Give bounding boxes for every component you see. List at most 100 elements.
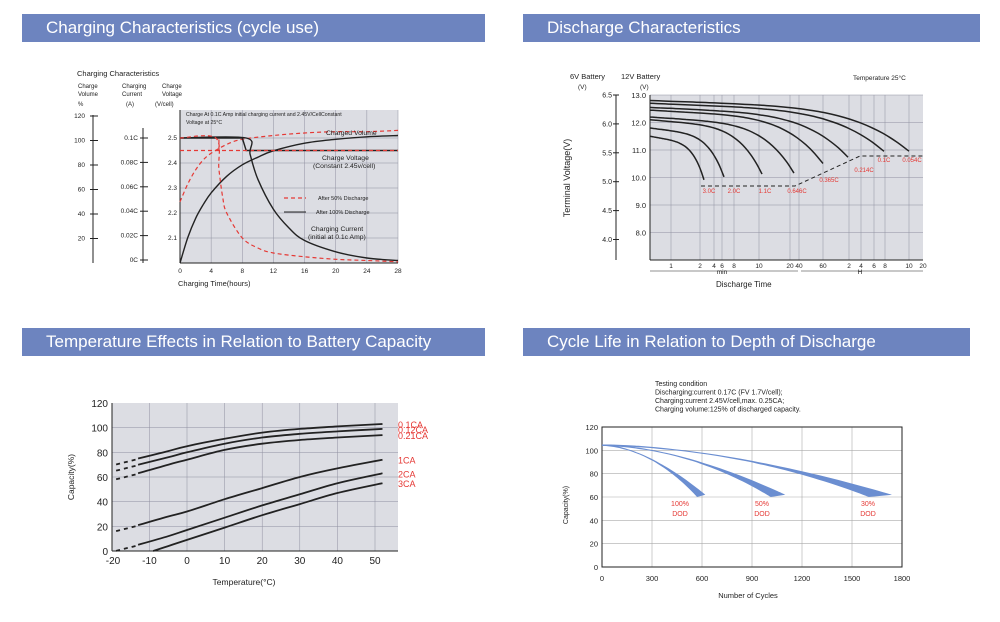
tick-12v-label: 11.0 (632, 146, 646, 155)
tick-6v-label: 5.5 (602, 150, 612, 157)
temp-y-tick: 0 (102, 547, 108, 558)
charging-x-tick: 28 (394, 268, 402, 275)
current-tick-label: 0C (130, 257, 139, 264)
header-6v: 6V Battery (570, 72, 605, 81)
unit-6v: (V) (578, 84, 587, 91)
discharge-x-tick: 60 (819, 263, 827, 270)
rate-label-1: 2.0C (728, 189, 741, 195)
temperature-note: Temperature 25°C (853, 74, 906, 82)
temp-curve-0.1CA (137, 423, 383, 460)
tick-6v-label: 4.5 (602, 208, 612, 215)
discharge-x-label: Discharge Time (716, 280, 772, 289)
discharge-x-tick: 6 (872, 263, 876, 270)
tick-12v-label: 8.0 (636, 229, 646, 238)
discharge-x-tick: 20 (786, 263, 794, 270)
discharge-x-tick: 8 (732, 263, 736, 270)
discharge-curve-7 (649, 99, 910, 152)
charging-x-tick: 16 (301, 268, 309, 275)
cycle-condition-3: Charging volume:125% of discharged capac… (655, 407, 801, 414)
cycle-y-tick: 100 (585, 446, 598, 455)
voltage-axis-header-1: Voltage (162, 92, 183, 98)
tick-12v-label: 12.0 (631, 119, 646, 128)
temp-x-tick: -20 (106, 556, 121, 567)
temp-series-label-3CA: 3CA (398, 479, 416, 489)
charge-voltage-label-1: Charge Voltage (322, 155, 369, 162)
discharge-x-tick: 10 (905, 263, 913, 270)
voltage-tick-label: 2.2 (168, 210, 177, 217)
discharge-x-tick: 10 (755, 263, 763, 270)
tick-6v-label: 6.5 (602, 93, 612, 100)
discharge-x-tick: 6 (720, 263, 724, 270)
charging-title: Charging Characteristics (77, 69, 159, 78)
charging-x-tick: 24 (363, 268, 371, 275)
temp-series-label-0.1CA: 0.1CA (398, 420, 423, 430)
rate-label-4: 0.365C (819, 178, 839, 184)
discharge-curve-0 (649, 135, 705, 181)
temp-x-tick: -10 (142, 556, 157, 567)
charge-voltage-label-2: (Constant 2.45v/cell) (313, 163, 375, 170)
temp-y-tick: 80 (97, 448, 109, 459)
temp-curve-ext-0.12CA (115, 464, 137, 472)
temp-curve-ext-1CA (115, 525, 137, 532)
temp-curve-3CA (152, 482, 383, 552)
charging-x-tick: 8 (240, 268, 244, 275)
temp-x-label: Temperature(°C) (213, 577, 276, 587)
temp-series-label-2CA: 2CA (398, 469, 416, 479)
current-tick-label: 0.06C (121, 184, 139, 191)
cycle-sublabel-0: DOD (672, 511, 688, 518)
cycle-x-label: Number of Cycles (718, 591, 778, 600)
temp-curve-1CA (137, 458, 383, 526)
charging-banner: Charging Characteristics (cycle use) (22, 14, 485, 42)
discharge-x-tick: 1 (669, 263, 673, 270)
tick-6v-label: 5.0 (602, 179, 612, 186)
volume-tick-label: 120 (74, 113, 85, 120)
volume-tick-label: 100 (74, 138, 85, 145)
charging-note-2: Voltage at 25°C (186, 120, 222, 126)
volume-tick-label: 40 (78, 211, 86, 218)
temp-curve-ext-0.1CA (115, 458, 137, 466)
tick-12v-label: 13.0 (631, 91, 646, 100)
charging-current-label-2: (initial at 0.1c Amp) (308, 234, 366, 241)
temp-curve-2CA (137, 472, 383, 546)
header-12v: 12V Battery (621, 72, 660, 81)
discharge-x-tick: 4 (859, 263, 863, 270)
cycle-band-1 (602, 444, 786, 497)
temp-series-label-0.12CA: 0.12CA (398, 425, 428, 435)
current-tick-label: 0.02C (121, 233, 139, 240)
cycle-y-tick: 40 (590, 516, 598, 525)
current-tick-label: 0.1C (124, 135, 138, 142)
rate-label-0: 3.0C (703, 189, 716, 195)
discharge-curve-5 (649, 106, 849, 158)
charging-current-label-1: Charging Current (311, 226, 363, 233)
rate-label-3: 0.646C (787, 189, 807, 195)
temp-y-tick: 40 (97, 498, 109, 509)
cycle-x-tick: 600 (696, 574, 709, 583)
current-axis-unit: (A) (126, 102, 134, 108)
min-label: min (717, 269, 728, 276)
discharge-x-tick: 2 (698, 263, 702, 270)
cycle-condition-0: Testing condition (655, 381, 707, 388)
cycle-x-tick: 1200 (794, 574, 811, 583)
cycle-condition-2: Charging:current 2.45V/cell,max. 0.25CA; (655, 398, 784, 405)
voltage-tick-label: 2.1 (168, 235, 177, 242)
temp-x-tick: 50 (369, 556, 381, 567)
voltage-tick-label: 2.5 (168, 135, 177, 142)
cycle-y-tick: 0 (594, 563, 598, 572)
cycle-x-tick: 0 (600, 574, 604, 583)
rate-label-6: 0.1C (878, 158, 891, 164)
charging-x-tick: 20 (332, 268, 340, 275)
tick-6v-label: 6.0 (602, 121, 612, 128)
charged-volume-50-curve (179, 129, 399, 203)
volume-axis-header-0: Charge (78, 84, 98, 90)
temp-series-label-1CA: 1CA (398, 456, 416, 466)
discharge-banner: Discharge Characteristics (523, 14, 980, 42)
temp-y-tick: 60 (97, 473, 109, 484)
discharge-y-label: Terminal Voltage(V) (562, 139, 572, 218)
discharge-curve-6 (649, 102, 885, 152)
h-label: H (858, 269, 863, 276)
rate-label-7: 0.054C (902, 158, 922, 164)
cycle-x-tick: 1500 (844, 574, 861, 583)
current-tick-label: 0.08C (121, 159, 139, 166)
rate-label-2: 1.1C (759, 189, 772, 195)
